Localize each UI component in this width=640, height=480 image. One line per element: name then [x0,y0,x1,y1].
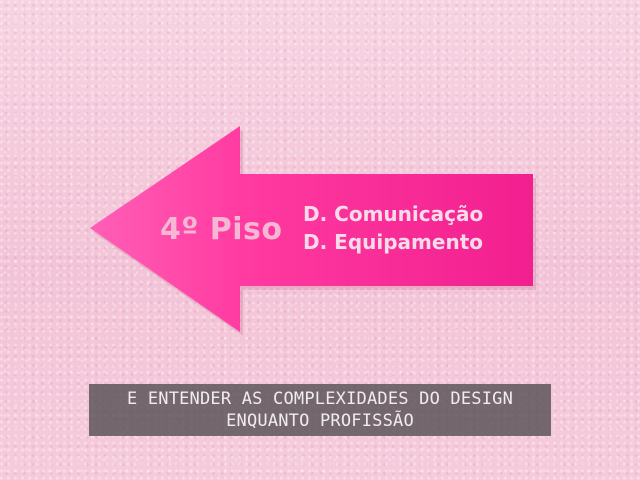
subtitle-line-2: ENQUANTO PROFISSÃO [226,411,414,431]
subtitle-caption: E ENTENDER AS COMPLEXIDADES DO DESIGN EN… [89,384,551,436]
floor-label: 4º Piso [160,212,283,247]
subtitle-line-1: E ENTENDER AS COMPLEXIDADES DO DESIGN [126,389,514,409]
arrow-left-icon [90,126,533,332]
department-equipment: D. Equipamento [303,230,483,254]
department-communication: D. Comunicação [303,202,484,226]
